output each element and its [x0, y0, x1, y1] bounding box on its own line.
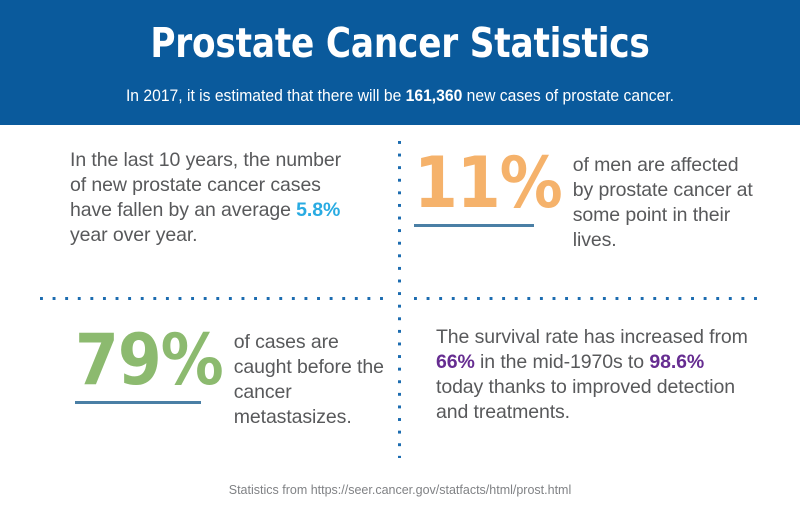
- footer-source-text: Statistics from https://seer.cancer.gov/…: [228, 483, 572, 497]
- stat-block-new-cases-decline: In the last 10 years, the number of new …: [40, 148, 385, 290]
- page-title: Prostate Cancer Statistics: [150, 19, 650, 67]
- subtitle-text-after: new cases of prostate cancer.: [462, 87, 675, 105]
- stat-text-part-1: The survival rate has increased from: [436, 326, 748, 348]
- stat-text-part-2: in the mid-1970s to: [474, 351, 650, 373]
- big-number-wrap-lifetime-risk: 11%: [414, 142, 563, 227]
- subtitle-text-before: In 2017, it is estimated that there will…: [125, 87, 406, 105]
- divider-vertical-dotted: [398, 141, 401, 458]
- header-subtitle: In 2017, it is estimated that there will…: [20, 85, 780, 107]
- big-number-underline-rule: [414, 224, 534, 227]
- stat-row-lifetime-risk: 11% of men are affected by prostate canc…: [414, 148, 762, 253]
- stat-text-part-1: In the last 10 years, the number of new …: [70, 149, 342, 221]
- stat-description-caught-before-metastasis: of cases are caught before the cancer me…: [233, 331, 384, 428]
- stat-block-lifetime-risk: 11% of men are affected by prostate canc…: [414, 148, 762, 290]
- big-number-underline-rule: [75, 401, 201, 404]
- header-banner: Prostate Cancer Statistics In 2017, it i…: [0, 0, 800, 125]
- big-number-wrap-caught-before-metastasis: 79%: [40, 319, 224, 404]
- stat-description-new-cases-decline: In the last 10 years, the number of new …: [40, 148, 358, 248]
- stat-highlight-value-2: 98.6%: [649, 351, 705, 373]
- stat-block-survival-rate: The survival rate has increased from 66%…: [414, 325, 762, 465]
- stat-block-caught-before-metastasis: 79% of cases are caught before the cance…: [40, 325, 385, 465]
- big-number-lifetime-risk: 11%: [414, 142, 563, 224]
- stat-highlight-value: 5.8%: [296, 199, 341, 221]
- stat-text-part-3: today thanks to improved detection and t…: [436, 376, 736, 423]
- subtitle-highlight-value: 161,360: [405, 87, 463, 105]
- stat-highlight-value-1: 66%: [436, 351, 475, 373]
- stat-text-part-2: year over year.: [70, 224, 198, 246]
- stat-description-lifetime-risk: of men are affected by prostate cancer a…: [572, 154, 753, 251]
- stat-description-survival-rate: The survival rate has increased from 66%…: [414, 325, 756, 425]
- divider-horizontal-dotted-left: [40, 297, 385, 300]
- stat-row-caught-before-metastasis: 79% of cases are caught before the cance…: [40, 325, 385, 430]
- big-number-caught-before-metastasis: 79%: [75, 319, 224, 401]
- divider-horizontal-dotted-right: [414, 297, 762, 300]
